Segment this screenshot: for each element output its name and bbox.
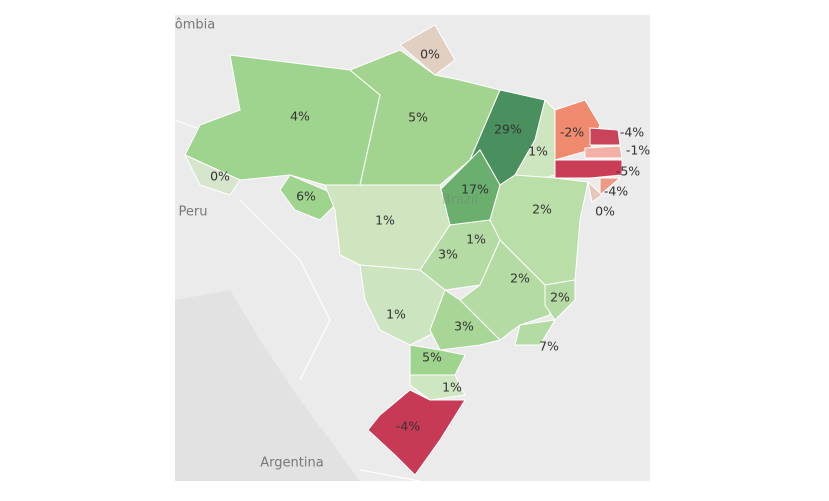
region-label: -4% [604,184,628,199]
region-label: -5% [616,164,640,179]
region [409,344,466,376]
region [584,145,623,159]
region [587,180,603,203]
region [589,127,621,146]
region-label: 0% [420,47,440,62]
region-label: 6% [296,189,316,204]
region-label: -4% [620,125,644,140]
region [514,319,556,346]
region [554,159,623,179]
region-label: 0% [210,169,230,184]
region-label: -4% [396,419,420,434]
region-label: 2% [532,202,552,217]
region-label: -2% [560,125,584,140]
country-label: Argentina [260,456,323,471]
region [409,374,466,401]
region-label: 2% [510,271,530,286]
region [399,24,456,76]
region [183,153,241,196]
region [599,177,622,197]
land [175,290,360,481]
region-label: 0% [595,204,615,219]
region-label: -1% [626,143,650,158]
region-label: 7% [539,339,559,354]
region-label: 3% [454,319,474,334]
region-label: 1% [375,213,395,228]
region-label: 5% [408,110,428,125]
country-label: ômbia [175,18,215,33]
region [367,389,466,476]
region [279,174,341,221]
region [429,289,501,351]
region-label: 29% [494,122,522,137]
region [544,279,576,321]
region-label: 3% [438,247,458,262]
region-label: 1% [466,232,486,247]
country-label: Brazil [442,193,478,208]
region-label: 1% [528,144,548,159]
region-label: 4% [290,109,310,124]
region-label: 1% [386,307,406,322]
region-label: 1% [442,380,462,395]
region-label: 2% [550,290,570,305]
country-label: Peru [179,205,208,220]
region-label: 5% [422,350,442,365]
region-label: 17% [461,182,489,197]
